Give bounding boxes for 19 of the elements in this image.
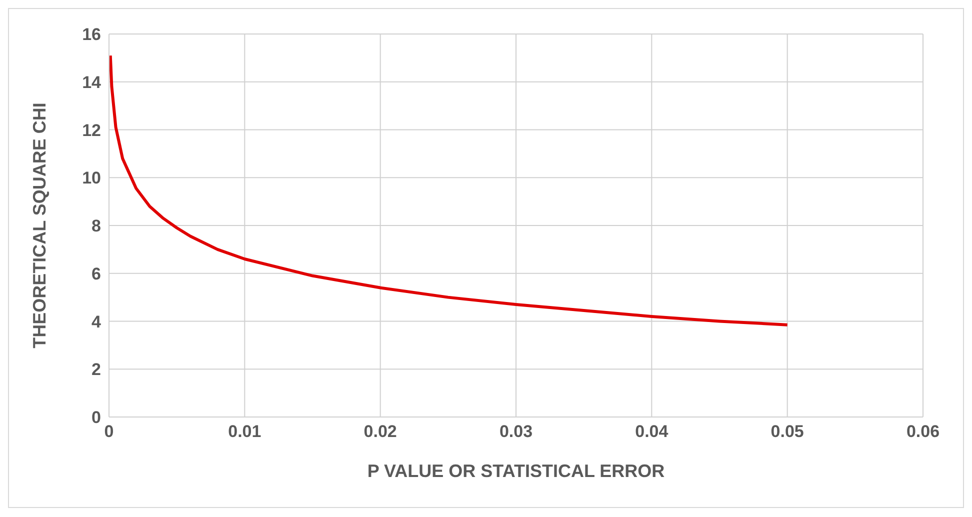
y-tick-label: 0 [92, 408, 101, 428]
x-axis-title: P VALUE OR STATISTICAL ERROR [367, 461, 665, 481]
y-tick-label: 14 [82, 72, 102, 92]
y-tick-label: 4 [92, 312, 102, 332]
y-tick-label: 2 [92, 360, 101, 380]
x-tick-label: 0.05 [770, 422, 804, 442]
x-tick-label: 0 [104, 422, 114, 442]
x-tick-label: 0.02 [364, 422, 397, 442]
y-tick-label: 6 [92, 264, 101, 284]
x-tick-label: 0.06 [906, 422, 940, 442]
line-series [109, 54, 789, 326]
x-tick-label: 0.01 [228, 422, 262, 442]
y-axis-title: THEORETICAL SQUARE CHI [29, 102, 50, 348]
x-tick-label: 0.03 [499, 422, 533, 442]
y-tick-label: 12 [82, 120, 101, 140]
x-tick-label: 0.04 [635, 422, 669, 442]
y-tick-label: 16 [82, 25, 101, 44]
y-tick-label: 10 [82, 168, 101, 188]
y-tick-label: 8 [92, 216, 101, 236]
